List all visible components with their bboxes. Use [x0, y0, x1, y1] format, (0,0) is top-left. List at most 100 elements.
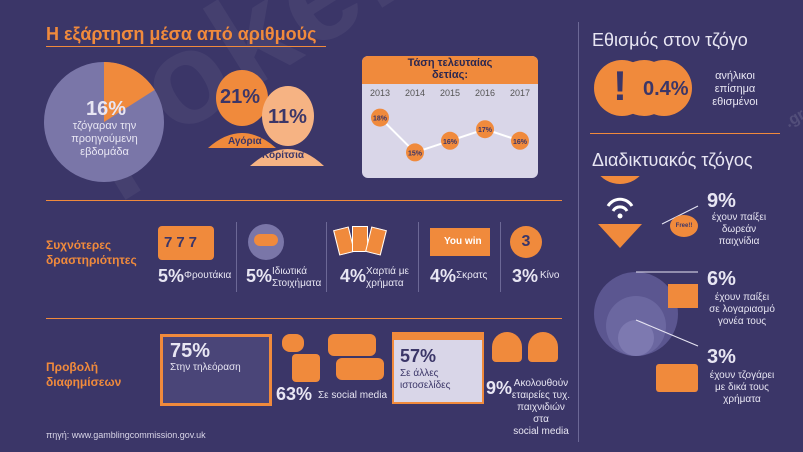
page-title: Η εξάρτηση μέσα από αριθμούς	[46, 24, 317, 44]
girls-pct: 11%	[268, 106, 307, 128]
girl-body-icon	[250, 149, 324, 166]
person-icon	[492, 332, 522, 362]
online-1-caption-line3: παιχνίδια	[718, 236, 760, 247]
activities-label-line2: δραστηριότητες	[46, 253, 137, 267]
ads-follow-pct: 9%	[486, 378, 513, 398]
activity-divider-3	[418, 222, 419, 292]
trend-point-label: 15%	[408, 150, 423, 157]
online-2-caption-line2: σε λογαριασμό	[709, 304, 775, 315]
trend-point	[511, 131, 529, 150]
wifi-icon-inner	[611, 205, 629, 212]
trend-line-chart: 2013 2014 2015 2016 2017 18% 15% 16% 17% 16%	[370, 88, 530, 162]
tv-stand	[194, 403, 234, 406]
ads-label: Προβολή διαφημίσεων	[46, 360, 121, 390]
exclamation-icon: !	[613, 62, 627, 109]
trend-point	[441, 131, 459, 150]
habit-coins	[594, 60, 692, 116]
connector-line-3	[635, 319, 699, 347]
circle-small	[618, 320, 654, 356]
trend-x-label: 2015	[440, 88, 460, 98]
pie-caption-line3: εβδομάδα	[80, 146, 129, 158]
pie-slice	[104, 62, 155, 122]
trend-x-label: 2013	[370, 88, 390, 98]
location-pin-tip	[598, 224, 642, 248]
online-1-caption-line2: δωρεάν	[721, 224, 757, 235]
activity-5-pct: 3%	[512, 266, 539, 286]
activity-divider-1	[236, 222, 237, 292]
pie-caption: τζόγαραν την προηγούμενη εβδομάδα	[62, 120, 147, 159]
card-icon	[365, 226, 387, 256]
ads-web-text-line2: ιστοσελίδες	[400, 380, 451, 391]
activity-4-pct: 4%	[430, 266, 457, 286]
slot-machine-icon	[158, 226, 214, 260]
online-2-pct: 6%	[707, 268, 736, 290]
trend-title-line2: δετίας:	[431, 69, 468, 81]
activity-3-label-line2: χρήματα	[366, 278, 404, 289]
wifi-icon-dot	[617, 213, 623, 219]
ads-divider	[46, 318, 562, 319]
trend-title: Τάση τελευταίας δετίας:	[362, 57, 538, 81]
trend-point-label: 16%	[513, 139, 528, 146]
pie-caption-line2: προηγούμενη	[71, 133, 138, 145]
activity-3-label-line1: Χαρτιά με	[366, 266, 409, 277]
twitter-bird-icon	[282, 334, 304, 352]
activity-divider-4	[500, 222, 501, 292]
title-underline	[46, 46, 326, 47]
activity-divider-2	[326, 222, 327, 292]
trend-point-label: 17%	[478, 127, 493, 134]
online-1-caption-line1: έχουν παίξει	[711, 212, 767, 223]
family-icon	[668, 284, 698, 308]
gender-icons	[208, 70, 324, 166]
activity-3-label: Χαρτιά με χρήματα	[366, 266, 409, 290]
activity-2-label: Ιδιωτικά Στοιχήματα	[272, 266, 321, 290]
girl-head-icon	[262, 86, 314, 146]
browser-window-icon	[392, 332, 484, 404]
chat-bubble-icon	[336, 358, 384, 380]
online-3-caption-line3: χρήματα	[723, 394, 761, 405]
ads-tv-text: Στην τηλεόραση	[170, 362, 241, 373]
online-2-caption-line3: γονέα τους	[717, 316, 767, 327]
online-3-caption-line2: με δικά τους	[715, 382, 769, 393]
online-title: Διαδικτυακός τζόγος	[592, 150, 753, 170]
free-badge: Free!!	[670, 215, 698, 237]
online-3-caption: έχουν τζογάρει με δικά τους χρήματα	[702, 370, 782, 406]
habit-pct: 0.4%	[643, 78, 689, 100]
pie-pct: 16%	[86, 98, 127, 120]
trend-point	[406, 143, 424, 162]
ads-follow-text: Ακολουθούν εταιρείες τυχ. παιχνιδιών στα…	[508, 378, 574, 438]
ads-follow-text-line4: social media	[513, 426, 569, 437]
ads-follow-text-line2: εταιρείες τυχ.	[511, 390, 571, 401]
ads-follow-text-line3: παιχνιδιών στα	[517, 402, 565, 425]
activities-label-line1: Συχνότερες	[46, 238, 112, 252]
online-graphics	[594, 176, 699, 392]
wifi-icon	[606, 197, 634, 207]
habit-caption-line1: ανήλικοι	[715, 70, 755, 82]
habit-caption-line3: εθισμένοι	[712, 96, 758, 108]
ads-follow-text-line1: Ακολουθούν	[513, 378, 569, 389]
scratch-card-text: You win	[444, 236, 482, 247]
trend-x-label: 2017	[510, 88, 530, 98]
online-2-caption: έχουν παίξει σε λογαριασμό γονέα τους	[702, 292, 782, 328]
trend-point	[371, 108, 389, 127]
person-icon	[528, 332, 558, 362]
trend-point	[476, 120, 494, 139]
browser-window-bar	[392, 332, 484, 340]
handshake-icon-shape	[254, 234, 278, 246]
online-2-caption-line1: έχουν παίξει	[714, 292, 770, 303]
activity-2-label-line2: Στοιχήματα	[272, 278, 322, 289]
online-1-pct: 9%	[707, 190, 736, 212]
activity-1-label: Φρουτάκια	[184, 270, 232, 281]
scratch-card-icon	[430, 228, 490, 256]
coin-icon	[636, 60, 692, 116]
chat-bubble-icon	[328, 334, 376, 356]
ads-social-pct: 63%	[276, 384, 313, 404]
activity-4-label: Σκρατς	[456, 270, 488, 281]
trend-title-line1: Τάση τελευταίας	[407, 57, 493, 69]
source-text: πηγή: www.gamblingcommission.gov.uk	[46, 430, 206, 440]
trend-point-label: 16%	[443, 139, 458, 146]
pie-chart	[44, 62, 164, 182]
ads-label-line2: διαφημίσεων	[46, 375, 122, 389]
ads-label-line1: Προβολή	[46, 360, 99, 374]
ads-web-text-line1: Σε άλλες	[400, 368, 439, 379]
